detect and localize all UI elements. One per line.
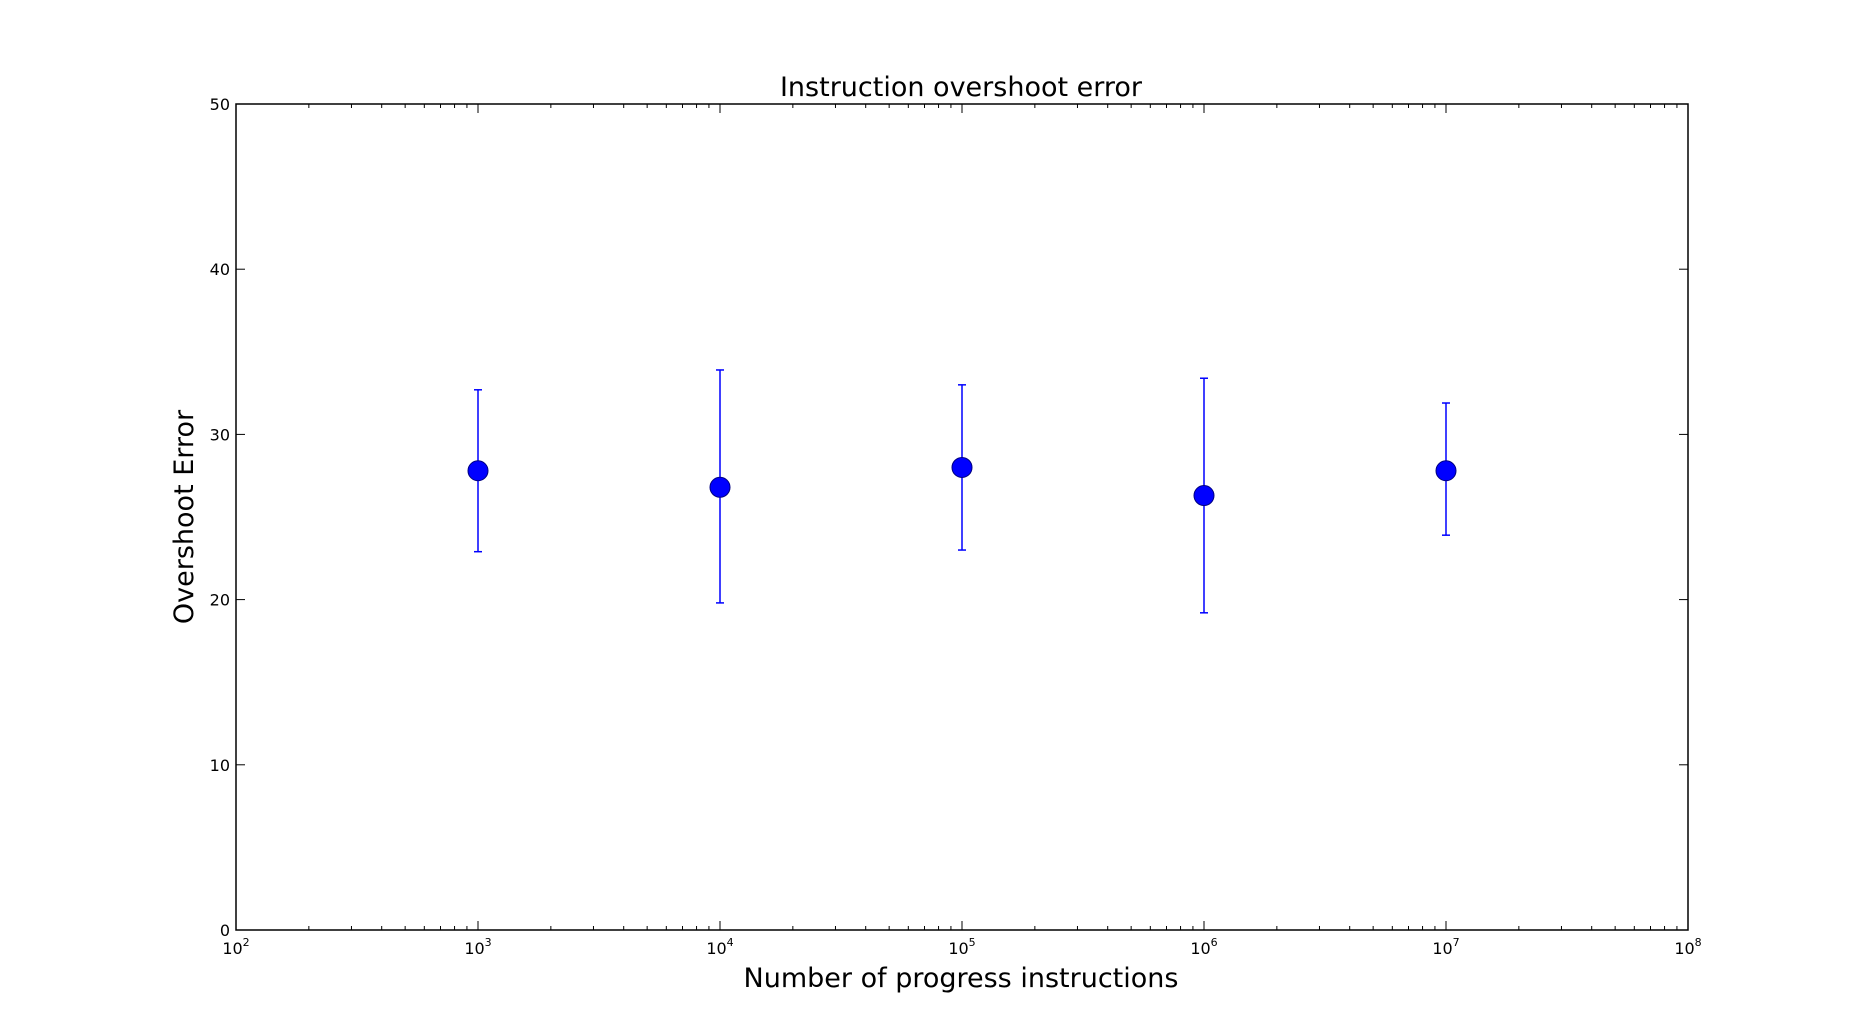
data-point: [467, 460, 489, 482]
y-tick-label: 30: [210, 425, 230, 444]
y-tick-label: 40: [210, 260, 230, 279]
data-point: [709, 476, 731, 498]
plot-frame: [235, 103, 1689, 931]
x-tick-label: 102: [222, 936, 249, 958]
y-tick-label: 50: [210, 95, 230, 114]
x-tick-label: 107: [1432, 936, 1459, 958]
x-tick-label: 104: [706, 936, 733, 958]
y-axis-label: Overshoot Error: [169, 409, 200, 624]
x-tick-label: 106: [1190, 936, 1217, 958]
chart-title: Instruction overshoot error: [780, 72, 1143, 103]
y-tick-label: 0: [220, 921, 230, 940]
x-tick-label: 108: [1674, 936, 1701, 958]
data-point: [1193, 485, 1215, 507]
data-point: [1435, 460, 1457, 482]
x-axis-label: Number of progress instructions: [744, 963, 1179, 994]
data-marks: [467, 369, 1457, 614]
ticks: 102 103 104 105 106 107 108 0 10 20 30 40 50: [210, 95, 1702, 958]
y-tick-label: 20: [210, 591, 230, 610]
data-point: [951, 456, 973, 478]
y-tick-label: 10: [210, 756, 230, 775]
x-tick-label: 103: [464, 936, 491, 958]
x-tick-label: 105: [948, 936, 975, 958]
